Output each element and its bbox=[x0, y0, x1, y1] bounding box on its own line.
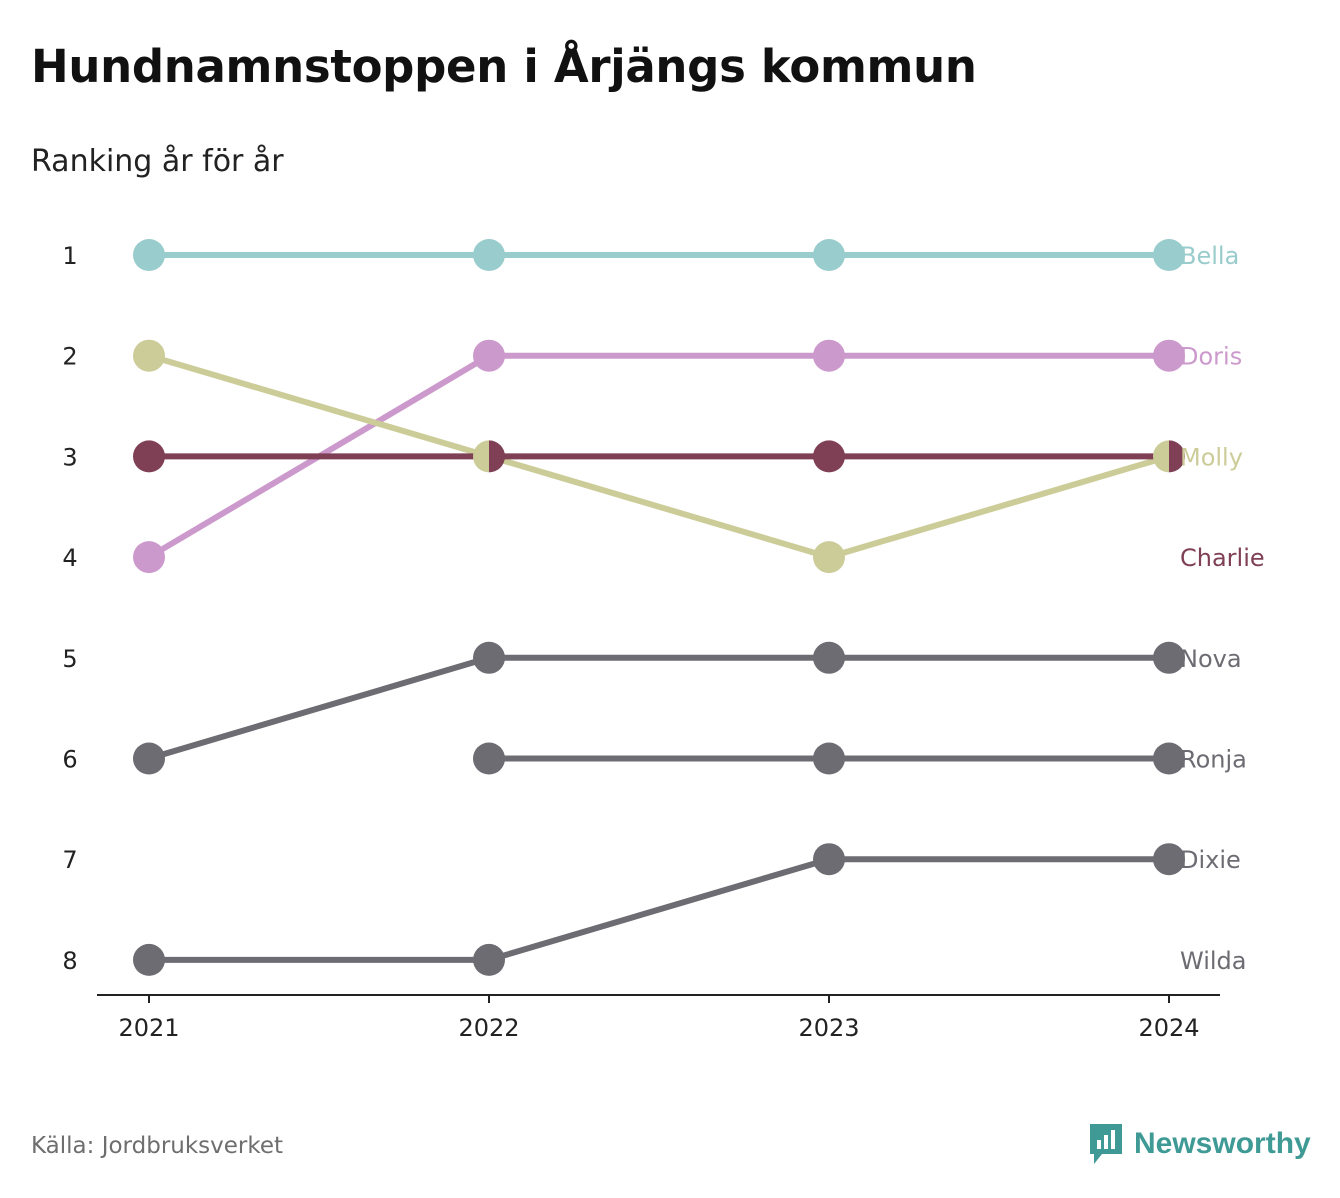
marker-dixie-2021 bbox=[133, 943, 165, 976]
marker-doris-2024 bbox=[1153, 339, 1185, 372]
series-labels: Bella Doris Molly Charlie Nova Ronja Dixie Wild… bbox=[1180, 242, 1265, 975]
series-label-dixie: Dixie bbox=[1180, 846, 1241, 874]
series-label-doris: Doris bbox=[1180, 343, 1242, 371]
series-label-nova: Nova bbox=[1180, 645, 1242, 673]
marker-charlie-2023 bbox=[813, 440, 845, 473]
y-tick-label: 1 bbox=[62, 242, 77, 270]
series-label-wilda: Wilda bbox=[1180, 947, 1246, 975]
marker-nova-2021 bbox=[133, 742, 165, 775]
y-tick-label: 2 bbox=[62, 343, 77, 371]
x-tick-label: 2022 bbox=[458, 1014, 519, 1042]
marker-charlie-2021 bbox=[133, 440, 165, 473]
marker-charlie-2022 bbox=[489, 440, 505, 473]
marker-ronja-2022 bbox=[473, 742, 505, 775]
y-tick-label: 3 bbox=[62, 443, 77, 471]
chart-subtitle: Ranking år för år bbox=[31, 144, 284, 179]
line-segment-dixie bbox=[486, 856, 832, 963]
series-label-bella: Bella bbox=[1180, 242, 1239, 270]
marker-molly-2022 bbox=[473, 440, 489, 473]
x-tick-label: 2024 bbox=[1138, 1014, 1199, 1042]
brand-name: Newsworthy bbox=[1134, 1127, 1311, 1160]
y-tick-label: 5 bbox=[62, 645, 77, 673]
axes: 1 2 3 4 5 6 7 8 2021 2022 2023 2024 bbox=[62, 242, 1220, 1042]
marker-bella-2022 bbox=[473, 239, 505, 271]
marker-charlie-2024 bbox=[1169, 440, 1185, 473]
series-label-molly: Molly bbox=[1180, 443, 1243, 471]
chart-title: Hundnamnstoppen i Årjängs kommun bbox=[31, 40, 977, 93]
x-tick-label: 2021 bbox=[118, 1014, 179, 1042]
marker-ronja-2024 bbox=[1153, 742, 1185, 775]
brand-logo: Newsworthy bbox=[1088, 1122, 1311, 1166]
marker-bella-2023 bbox=[813, 239, 845, 271]
marker-doris-2023 bbox=[813, 339, 845, 372]
series-label-charlie: Charlie bbox=[1180, 544, 1265, 572]
marker-bella-2024 bbox=[1153, 239, 1185, 271]
series-lines bbox=[146, 252, 1172, 963]
y-tick-label: 6 bbox=[62, 746, 77, 774]
marker-nova-2024 bbox=[1153, 641, 1185, 674]
marker-doris-2021 bbox=[133, 541, 165, 574]
marker-bella-2021 bbox=[133, 239, 165, 271]
line-segment-molly bbox=[486, 453, 832, 561]
series-label-ronja: Ronja bbox=[1180, 746, 1247, 774]
marker-molly-2021 bbox=[133, 339, 165, 372]
marker-nova-2023 bbox=[813, 641, 845, 674]
line-segment-molly bbox=[146, 352, 492, 460]
y-tick-label: 4 bbox=[62, 544, 77, 572]
marker-molly-2024 bbox=[1153, 440, 1169, 473]
marker-dixie-2023 bbox=[813, 843, 845, 876]
source-note: Källa: Jordbruksverket bbox=[31, 1133, 284, 1159]
x-tick-label: 2023 bbox=[798, 1014, 859, 1042]
line-segment-molly bbox=[826, 453, 1172, 561]
line-segment-nova bbox=[146, 654, 492, 762]
marker-doris-2022 bbox=[473, 339, 505, 372]
marker-ronja-2023 bbox=[813, 742, 845, 775]
marker-dixie-2024 bbox=[1153, 843, 1185, 876]
series-markers bbox=[133, 239, 1185, 976]
marker-nova-2022 bbox=[473, 641, 505, 674]
newsworthy-logo-icon bbox=[1090, 1124, 1122, 1164]
y-tick-label: 8 bbox=[62, 947, 77, 975]
marker-molly-2023 bbox=[813, 541, 845, 574]
marker-dixie-2022 bbox=[473, 943, 505, 976]
y-tick-label: 7 bbox=[62, 846, 77, 874]
